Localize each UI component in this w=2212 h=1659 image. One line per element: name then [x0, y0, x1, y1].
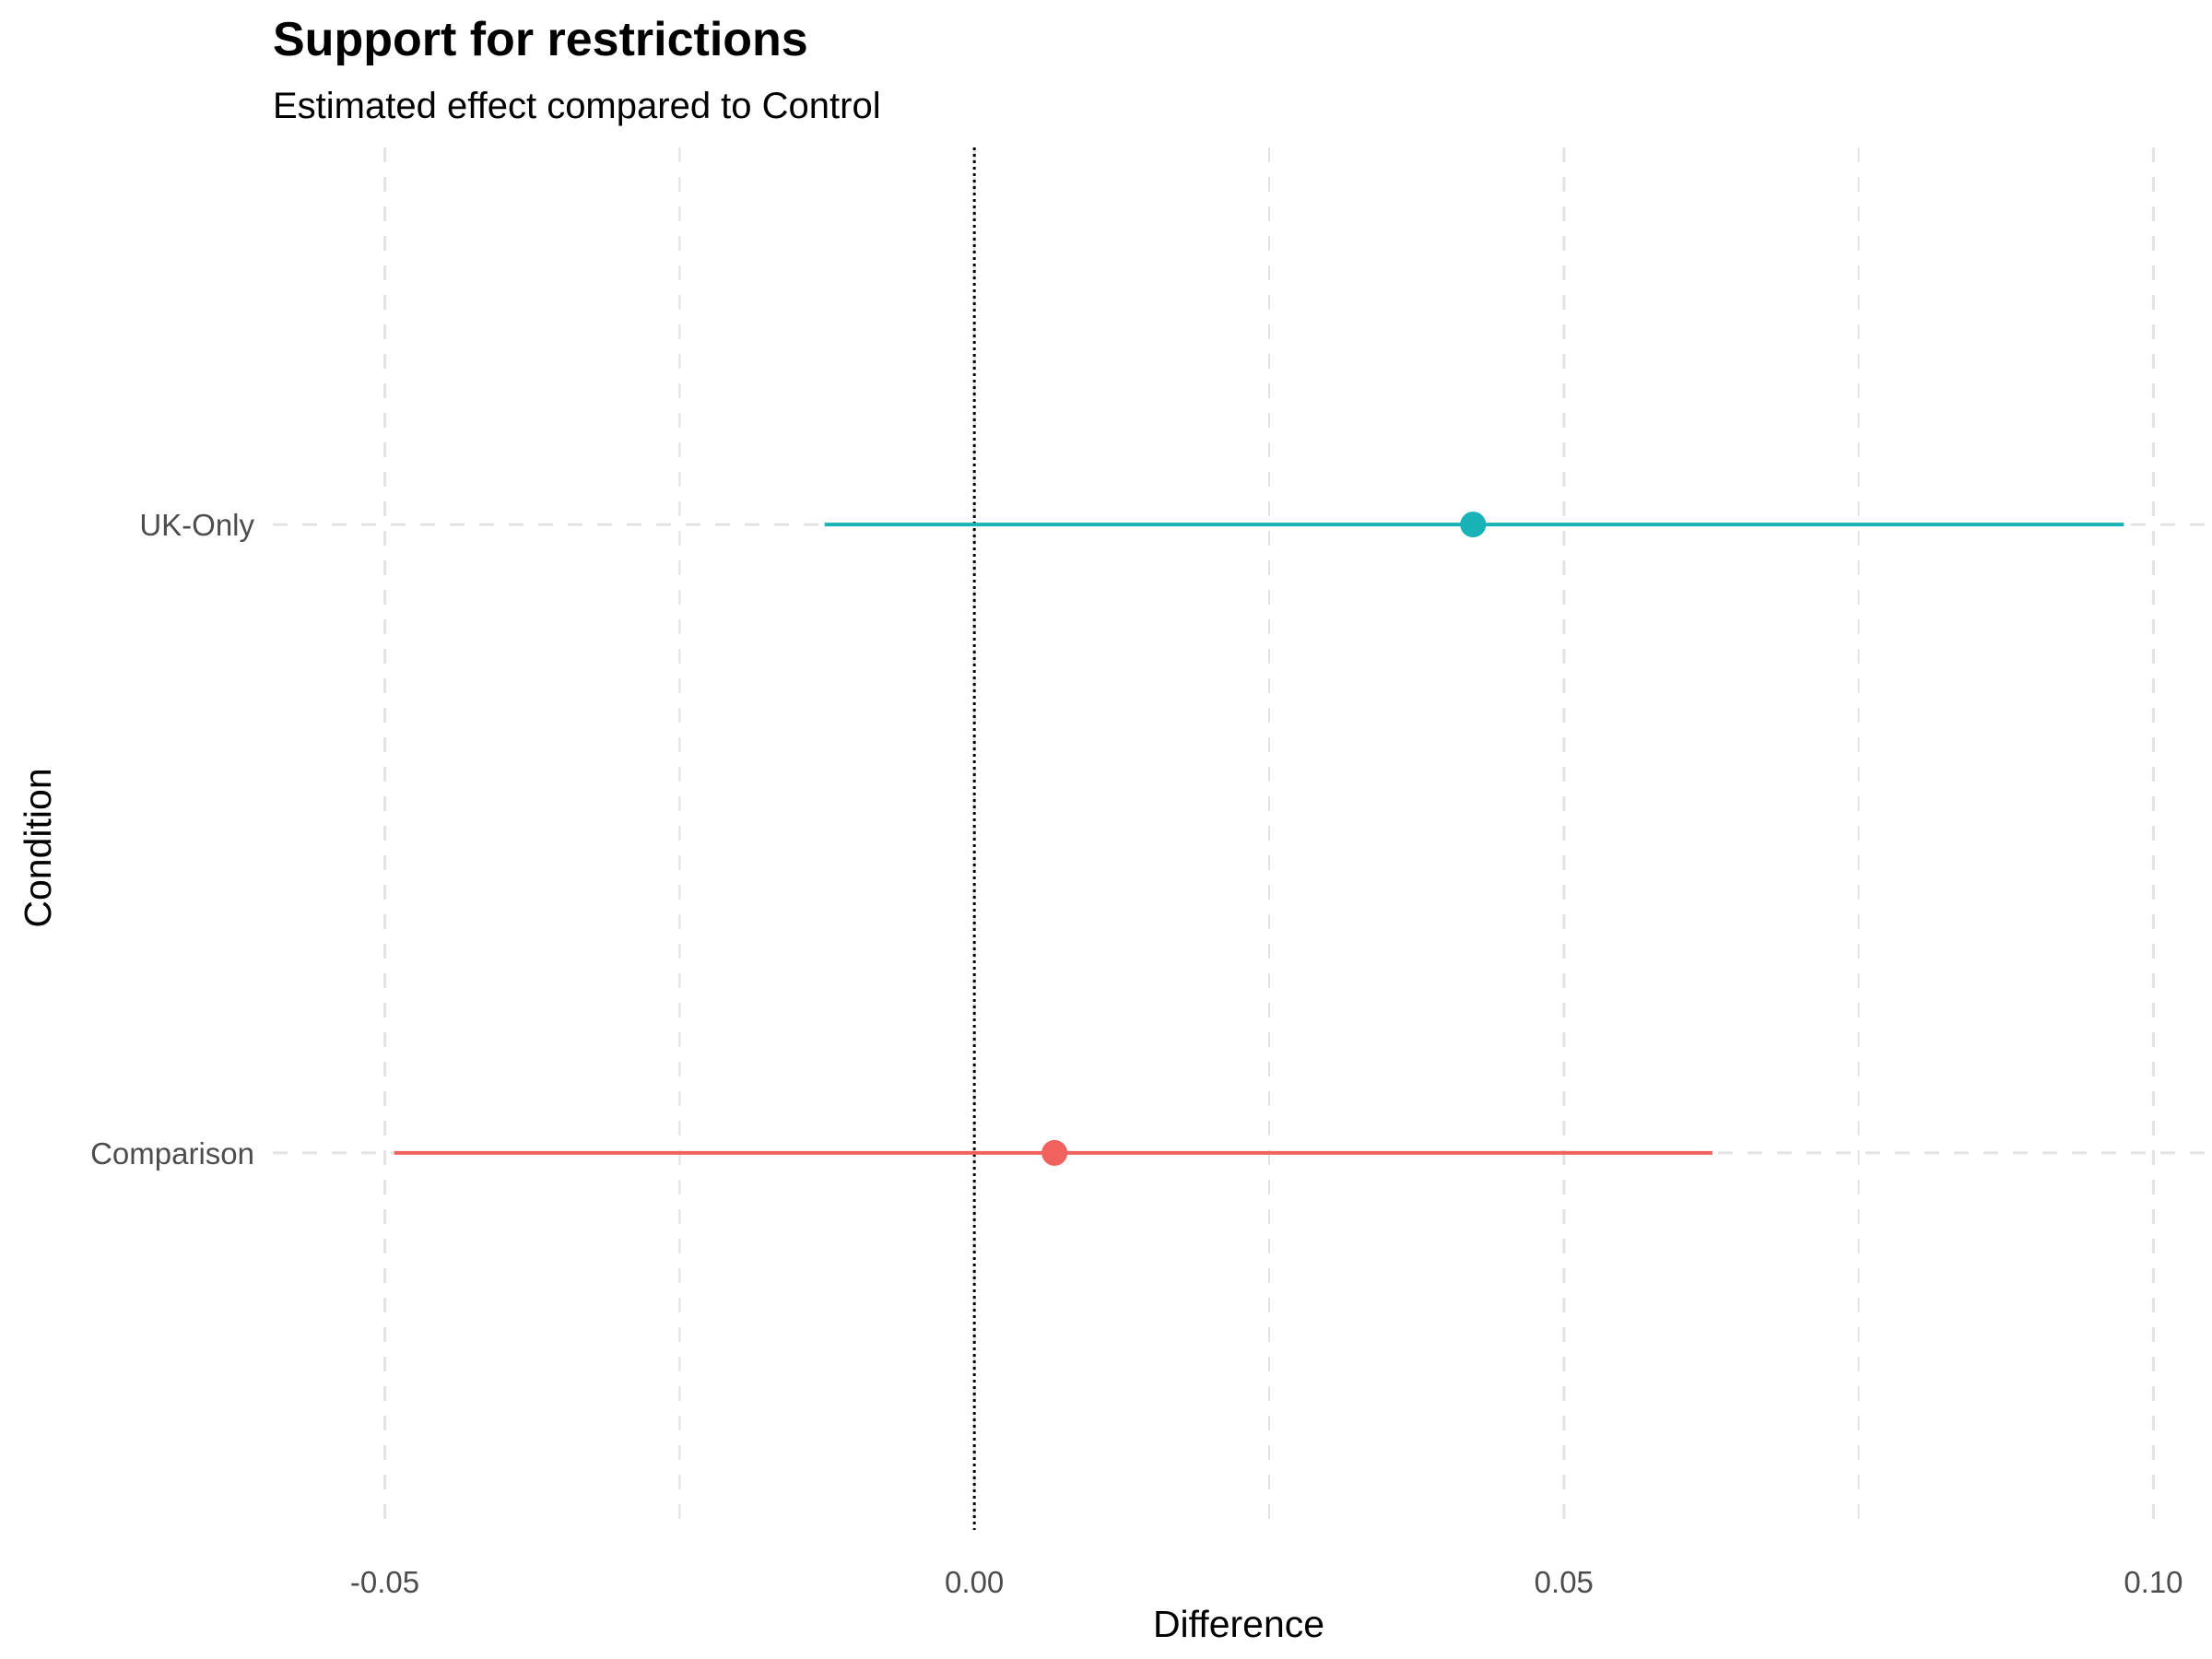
y-axis-title: Condition — [17, 768, 59, 927]
y-tick-label: UK-Only — [139, 508, 254, 542]
point-comparison — [1041, 1139, 1068, 1166]
x-tick-label: 0.00 — [945, 1565, 1004, 1599]
point-uk-only — [1460, 512, 1487, 538]
series-group — [394, 512, 2124, 1166]
chart-title: Support for restrictions — [273, 13, 808, 66]
x-tick-label: 0.10 — [2124, 1565, 2183, 1599]
x-tick-label: -0.05 — [350, 1565, 419, 1599]
x-tick-label: 0.05 — [1535, 1565, 1594, 1599]
x-axis-ticks: -0.05 0.00 0.05 0.10 — [350, 1565, 2183, 1599]
chart-subtitle: Estimated effect compared to Control — [273, 86, 881, 126]
grid-lines — [273, 147, 2206, 1530]
x-axis-title: Difference — [1153, 1603, 1324, 1645]
y-axis-ticks: Comparison UK-Only — [90, 508, 254, 1171]
y-tick-label: Comparison — [90, 1136, 254, 1171]
